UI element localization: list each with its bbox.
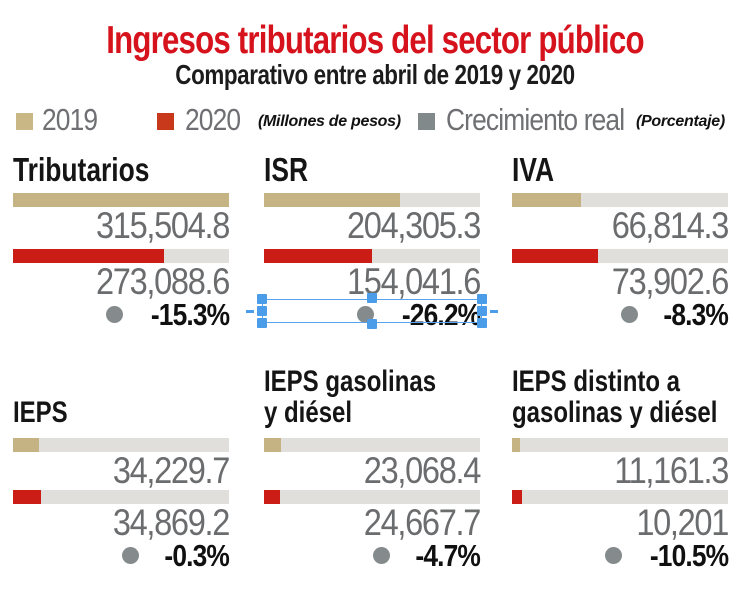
bar-2020-track: [13, 490, 229, 504]
value-2020: 10,201: [636, 502, 729, 543]
selection-handle-ne[interactable]: [477, 294, 487, 304]
page-title: Ingresos tributarios del sector público: [106, 19, 644, 62]
growth-dot-icon: [373, 547, 391, 564]
bar-2020-fill: [13, 249, 165, 263]
panel: ISR 204,305.3 154,041.6 -26.2%: [264, 152, 481, 334]
growth-dot-icon: [604, 547, 622, 564]
bar-2019-track: [512, 193, 728, 207]
value-2020: 273,088.6: [96, 261, 230, 302]
bar-2019-fill: [264, 193, 401, 207]
legend-percent-note: (Porcentaje): [636, 113, 725, 130]
value-2019: 23,068.4: [363, 450, 482, 491]
growth-dot-icon: [356, 306, 374, 323]
growth-row: -4.7%: [264, 538, 481, 573]
growth-dot-icon: [621, 306, 639, 323]
selection-handle-se[interactable]: [477, 318, 487, 328]
bar-2019-fill: [512, 193, 582, 207]
growth-value: -8.3%: [663, 297, 728, 332]
value-2019: 204,305.3: [347, 205, 481, 246]
bar-2019-track: [13, 438, 229, 452]
bar-2020-track: [512, 490, 728, 504]
legend-swatch-2020: [157, 113, 174, 130]
bar-2019-fill: [13, 438, 39, 452]
growth-row: -10.5%: [512, 538, 729, 573]
panel: IEPS 34,229.7 34,869.2 -0.3%: [13, 362, 231, 580]
value-2020: 73,902.6: [611, 261, 730, 302]
value-2020: 154,041.6: [347, 261, 481, 302]
growth-value: -26.2%: [401, 297, 481, 332]
bar-2020-fill: [13, 490, 42, 504]
panel-title-line: IEPS distinto a: [512, 365, 681, 398]
selection-handle-n[interactable]: [367, 293, 377, 303]
legend-label-growth: Crecimiento real: [446, 102, 625, 137]
selection-handle-e[interactable]: [477, 306, 487, 316]
bar-2020-track: [264, 249, 480, 263]
selection-guide-dash-right: [490, 309, 498, 313]
growth-row: -26.2%: [264, 297, 481, 332]
value-2019: 34,229.7: [112, 450, 231, 491]
panel-title-line: ISR: [264, 151, 309, 188]
panel: IVA 66,814.3 73,902.6 -8.3%: [512, 152, 730, 334]
bar-2020-track: [264, 490, 480, 504]
selection-handle-sw[interactable]: [257, 318, 267, 328]
panel-title: IVA: [512, 152, 554, 186]
panel-title-line: Tributarios: [13, 151, 150, 188]
bar-2020-track: [13, 249, 229, 263]
selection-guide-dash-left: [246, 309, 254, 313]
bar-2020-track: [512, 249, 728, 263]
panel: IEPS gasolinas y diésel 23,068.4 24,667.7…: [264, 362, 482, 580]
panel-title: ISR: [264, 152, 308, 186]
value-2020: 34,869.2: [112, 502, 231, 543]
bar-2019-track: [264, 438, 480, 452]
bar-2020-fill: [264, 490, 281, 504]
selection-handle-w[interactable]: [257, 306, 267, 316]
growth-dot-icon: [122, 547, 140, 564]
panel: Tributarios 315,504.8 273,088.6 -15.3%: [13, 152, 230, 334]
growth-row: -0.3%: [13, 538, 230, 573]
panel-title-line: IEPS: [13, 396, 68, 429]
growth-value: -0.3%: [164, 538, 229, 573]
value-2019: 66,814.3: [611, 205, 730, 246]
selection-handle-s[interactable]: [367, 319, 377, 329]
bar-2019-fill: [512, 438, 520, 452]
legend-swatch-growth: [418, 113, 435, 130]
bar-2020-fill: [512, 249, 599, 263]
panel-title: IEPS: [13, 362, 68, 428]
legend: 2019 2020 (Millones de pesos) Crecimient…: [0, 104, 750, 136]
bar-2020-fill: [264, 249, 372, 263]
panel: IEPS distinto a gasolinas y diésel 11,161…: [512, 362, 729, 580]
legend-swatch-2019: [16, 113, 33, 130]
value-2020: 24,667.7: [363, 502, 482, 543]
panel-title: IEPS distinto a gasolinas y diésel: [512, 362, 717, 428]
bar-2019-fill: [264, 438, 282, 452]
growth-dot-icon: [105, 306, 123, 323]
bar-2019-fill: [13, 193, 229, 207]
bar-2020-fill: [512, 490, 522, 504]
panel-title: IEPS gasolinas y diésel: [264, 362, 436, 428]
panel-title: Tributarios: [13, 152, 149, 186]
value-2019: 11,161.3: [614, 450, 729, 491]
growth-row: -8.3%: [512, 297, 729, 332]
legend-label-2019: 2019: [42, 102, 98, 137]
growth-value: -4.7%: [415, 538, 480, 573]
growth-value: -15.3%: [150, 297, 230, 332]
bar-2019-track: [13, 193, 229, 207]
selection-handle-nw[interactable]: [257, 294, 267, 304]
bar-2019-track: [264, 193, 480, 207]
panel-title-line: IVA: [512, 151, 555, 188]
panel-title-line: gasolinas y diésel: [512, 396, 718, 429]
legend-units-note: (Millones de pesos): [258, 113, 401, 130]
value-2019: 315,504.8: [96, 205, 230, 246]
growth-row: -15.3%: [13, 297, 230, 332]
legend-label-2020: 2020: [185, 102, 241, 137]
selection-overlay[interactable]: [246, 293, 498, 329]
growth-value: -10.5%: [649, 538, 729, 573]
panel-title-line: y diésel: [264, 396, 353, 429]
panel-title-line: IEPS gasolinas: [264, 365, 437, 398]
page-subtitle: Comparativo entre abril de 2019 y 2020: [175, 59, 575, 90]
bar-2019-track: [512, 438, 728, 452]
